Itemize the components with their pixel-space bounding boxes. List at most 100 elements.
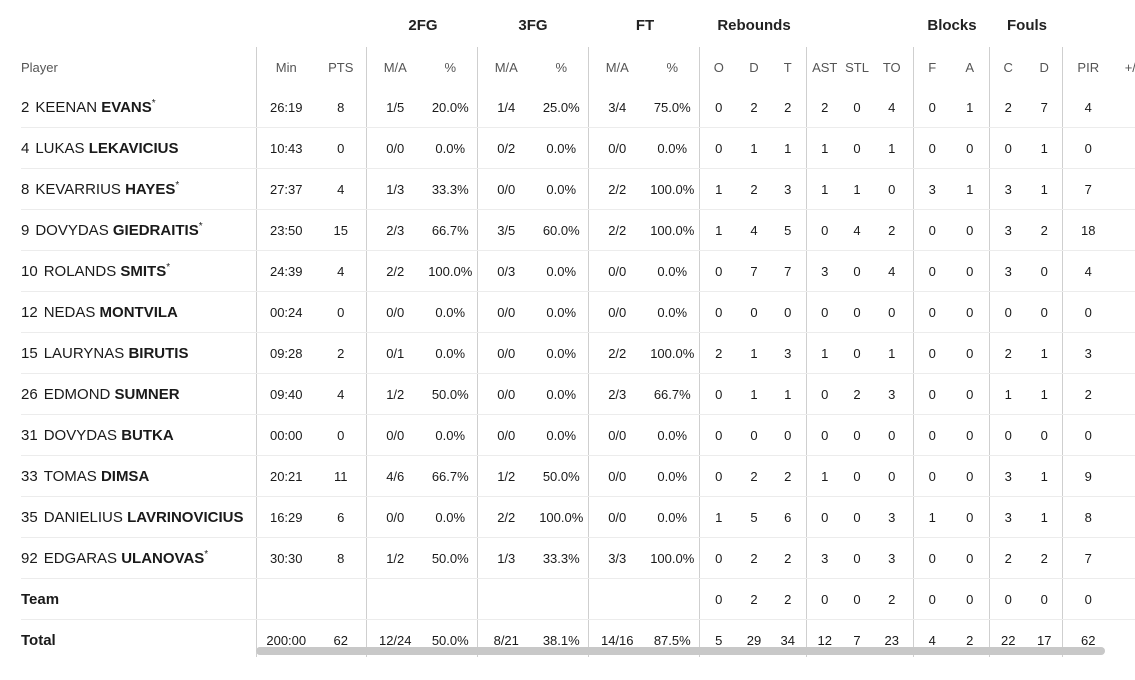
- stat-blk-for: 0: [912, 373, 951, 415]
- stat-reb-off: 2: [698, 332, 738, 374]
- stat-3fg-pct: 0.0%: [535, 127, 588, 169]
- stat-reb-total: 0: [770, 414, 806, 456]
- stat-ft-pct: 0.0%: [646, 496, 699, 538]
- stat-min: 27:37: [255, 168, 316, 210]
- player-name-cell[interactable]: 15 LAURYNAS BIRUTIS: [21, 332, 256, 374]
- col-header-pir[interactable]: PIR: [1061, 47, 1114, 87]
- horizontal-scrollbar[interactable]: [256, 647, 1105, 655]
- stat-blk-for: 0: [912, 414, 951, 456]
- stat-pir: 4: [1061, 87, 1114, 128]
- stat-ft-ma: 2/3: [587, 373, 646, 415]
- stat-fouls-drawn: 0: [1027, 578, 1062, 620]
- player-name-cell[interactable]: 9 DOVYDAS GIEDRAITIS*: [21, 209, 256, 251]
- col-header-reb-total[interactable]: T: [783, 59, 792, 75]
- player-first-name: KEVARRIUS: [35, 180, 121, 198]
- col-header-player[interactable]: Player: [21, 59, 58, 75]
- stat-reb-off: 0: [698, 291, 738, 333]
- stat-reb-off: 0: [698, 455, 738, 497]
- stat-pts: 8: [316, 537, 366, 579]
- stat-3fg-pct: 0.0%: [535, 332, 588, 374]
- stat-ft-pct: 100.0%: [646, 537, 699, 579]
- stat-reb-total: 0: [770, 291, 806, 333]
- stat-blk-for: 0: [912, 578, 951, 620]
- player-name-cell[interactable]: 12 NEDAS MONTVILA: [21, 291, 256, 333]
- stat-min: 09:28: [255, 332, 316, 374]
- col-header-3fg-pct[interactable]: %: [555, 59, 568, 75]
- player-number: 31: [21, 426, 38, 444]
- col-header-min[interactable]: Min: [255, 47, 316, 87]
- stat-plus-minus: [1114, 537, 1135, 579]
- stat-2fg-pct: 50.0%: [424, 537, 477, 579]
- col-header-fouls-drawn[interactable]: D: [1039, 59, 1049, 75]
- col-header-3fg-ma[interactable]: M/A: [476, 47, 535, 87]
- stat-pir: 9: [1061, 455, 1114, 497]
- stat-reb-total: 2: [770, 537, 806, 579]
- stat-min: 16:29: [255, 496, 316, 538]
- player-name-cell[interactable]: 31 DOVYDAS BUTKA: [21, 414, 256, 456]
- player-name-cell[interactable]: 26 EDMOND SUMNER: [21, 373, 256, 415]
- player-row: 10 ROLANDS SMITS* 24:39 4 2/2 100.0% 0/3 0.0% 0/…: [21, 250, 1135, 292]
- player-name-cell[interactable]: 35 DANIELIUS LAVRINOVICIUS: [21, 496, 256, 538]
- stat-fouls-committed: 1: [988, 373, 1027, 415]
- stat-pts: 2: [316, 332, 366, 374]
- player-name-cell[interactable]: 10 ROLANDS SMITS*: [21, 250, 256, 292]
- col-header-blk-for[interactable]: F: [912, 47, 951, 87]
- stat-2fg-pct: 0.0%: [424, 414, 477, 456]
- col-header-plus-minus[interactable]: +/-: [1124, 59, 1135, 75]
- total-label: Total: [21, 619, 256, 657]
- col-header-ft-pct[interactable]: %: [666, 59, 679, 75]
- player-first-name: DOVYDAS: [35, 221, 109, 239]
- stat-pir: 0: [1061, 414, 1114, 456]
- col-header-stl[interactable]: STL: [845, 59, 869, 75]
- player-name-cell[interactable]: 2 KEENAN EVANS*: [21, 87, 256, 128]
- stat-ft-pct: 100.0%: [646, 209, 699, 251]
- stat-2fg-pct: 0.0%: [424, 291, 477, 333]
- stat-ft-pct: 0.0%: [646, 455, 699, 497]
- stat-2fg-pct: 0.0%: [424, 127, 477, 169]
- player-first-name: EDMOND: [43, 385, 111, 403]
- col-header-2fg-ma[interactable]: M/A: [365, 47, 424, 87]
- col-header-fouls-committed[interactable]: C: [988, 47, 1027, 87]
- stat-3fg-ma: 2/2: [476, 496, 535, 538]
- stat-reb-def: 0: [738, 291, 770, 333]
- stat-ft-ma: 0/0: [587, 455, 646, 497]
- stat-plus-minus: [1114, 619, 1135, 657]
- stat-to: 0: [871, 168, 913, 210]
- stat-min: 24:39: [255, 250, 316, 292]
- stat-reb-def: 1: [738, 373, 770, 415]
- stat-ft-ma: 3/4: [587, 87, 646, 128]
- col-header-ast[interactable]: AST: [805, 47, 843, 87]
- stat-3fg-ma: 1/3: [476, 537, 535, 579]
- box-score-table: Player Min PTS M/A % M/A % M/A % O D T A…: [21, 47, 1135, 657]
- stat-2fg-ma: 0/0: [365, 291, 424, 333]
- col-header-ft-ma[interactable]: M/A: [587, 47, 646, 87]
- col-header-to[interactable]: TO: [882, 59, 901, 75]
- col-header-pts[interactable]: PTS: [328, 59, 354, 75]
- player-name-cell[interactable]: 92 EDGARAS ULANOVAS*: [21, 537, 256, 579]
- stat-reb-total: 7: [770, 250, 806, 292]
- player-name-cell[interactable]: 4 LUKAS LEKAVICIUS: [21, 127, 256, 169]
- box-score-table-container[interactable]: Player Min PTS M/A % M/A % M/A % O D T A…: [21, 47, 1135, 657]
- stat-ast: 0: [805, 373, 843, 415]
- horizontal-scrollbar-thumb[interactable]: [256, 647, 1105, 655]
- player-name-cell[interactable]: 8 KEVARRIUS HAYES*: [21, 168, 256, 210]
- stat-blk-against: 0: [951, 332, 989, 374]
- col-header-blk-against[interactable]: A: [965, 59, 975, 75]
- stat-ast: 3: [805, 537, 843, 579]
- stat-reb-off: 1: [698, 168, 738, 210]
- stat-to: 0: [871, 414, 913, 456]
- col-header-reb-off[interactable]: O: [698, 47, 738, 87]
- col-header-reb-def[interactable]: D: [749, 59, 759, 75]
- col-header-2fg-pct[interactable]: %: [444, 59, 457, 75]
- player-name-cell[interactable]: 33 TOMAS DIMSA: [21, 455, 256, 497]
- stat-reb-total: 2: [770, 578, 806, 620]
- player-number: 35: [21, 508, 38, 526]
- stat-fouls-drawn: 0: [1027, 250, 1062, 292]
- stat-2fg-pct: [424, 578, 477, 620]
- stat-3fg-ma: 0/0: [476, 291, 535, 333]
- stat-pts: 15: [316, 209, 366, 251]
- starter-mark: *: [204, 548, 209, 560]
- stat-ast: 0: [805, 291, 843, 333]
- stat-ast: 3: [805, 250, 843, 292]
- stat-3fg-ma: 0/0: [476, 168, 535, 210]
